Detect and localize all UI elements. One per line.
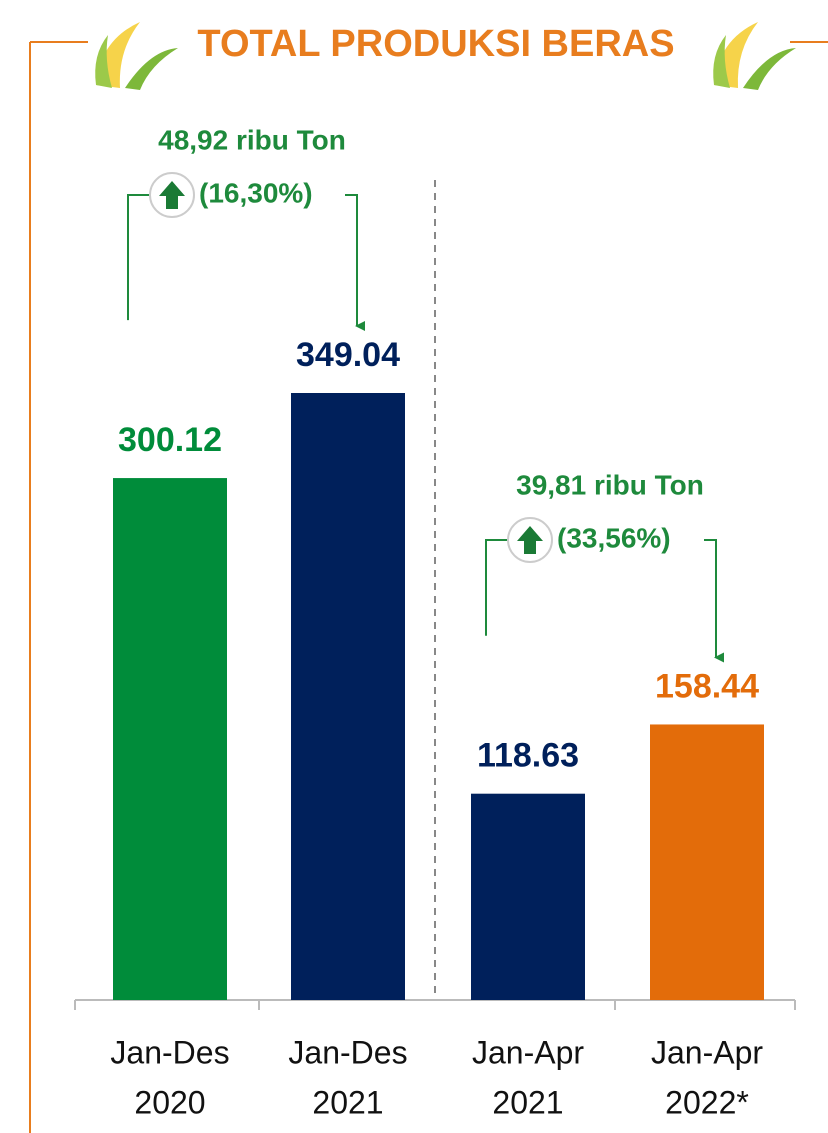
connector — [127, 194, 150, 321]
bar — [113, 478, 227, 1001]
icon — [517, 526, 543, 554]
connector — [485, 539, 508, 636]
x-tick-label: Jan-Des — [110, 1034, 229, 1070]
x-tick-label: 2021 — [492, 1084, 563, 1120]
x-tick-label: 2022* — [665, 1084, 749, 1120]
connector — [345, 194, 365, 331]
x-tick-label: Jan-Des — [288, 1034, 407, 1070]
x-tick-label: 2020 — [134, 1084, 205, 1120]
bar — [650, 724, 764, 1000]
x-tick-label: Jan-Apr — [472, 1034, 584, 1070]
value-label: 158.44 — [655, 667, 759, 705]
connector — [704, 539, 724, 663]
icon — [159, 181, 185, 209]
bar — [291, 393, 405, 1000]
annotation: 39,81 ribu Ton — [516, 469, 704, 500]
value-label: 300.12 — [118, 421, 222, 459]
value-label: 349.04 — [296, 336, 400, 374]
annotation: (33,56%) — [557, 522, 671, 553]
value-label: 118.63 — [477, 737, 579, 775]
x-tick-label: Jan-Apr — [651, 1034, 763, 1070]
chart-title: TOTAL PRODUKSI BERAS — [197, 23, 674, 65]
icon — [95, 22, 178, 90]
bar — [471, 793, 585, 1000]
annotation: (16,30%) — [199, 177, 313, 208]
x-tick-label: 2021 — [312, 1084, 383, 1120]
icon — [713, 22, 796, 90]
annotation: 48,92 ribu Ton — [158, 124, 346, 155]
